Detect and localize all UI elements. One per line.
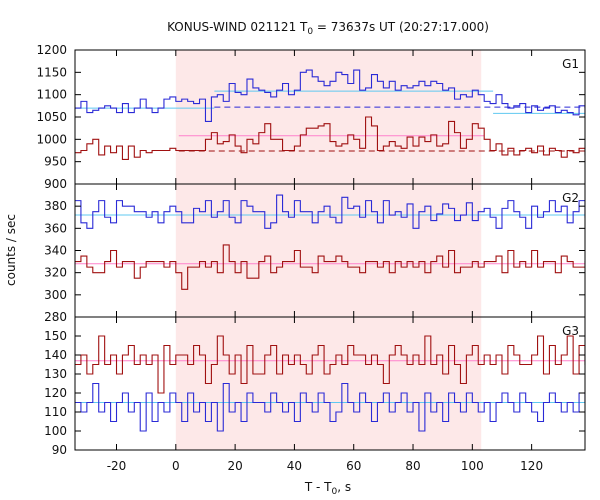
y-tick-label: 1150	[36, 65, 67, 79]
x-tick-label: 20	[227, 459, 242, 473]
x-axis-label: T - T0, s	[304, 480, 351, 497]
panel-label: G1	[562, 57, 579, 71]
y-tick-label: 110	[44, 405, 67, 419]
panel-g3: 90 100 110 120 130 140 150 G3	[44, 316, 586, 457]
chart-title: KONUS-WIND 021121 T0 = 73637s UT (20:27:…	[167, 20, 489, 37]
series-red-step	[75, 335, 585, 394]
series-blue-step	[75, 69, 585, 123]
y-tick-label: 300	[44, 288, 67, 302]
x-tick-label: 100	[461, 459, 484, 473]
y-tick-label: 1000	[36, 132, 67, 146]
series-red-step	[75, 116, 585, 160]
x-tick-label: 120	[520, 459, 543, 473]
x-tick-label: -20	[107, 459, 127, 473]
x-tick-label: 80	[405, 459, 420, 473]
x-tick-label: 60	[346, 459, 361, 473]
chart-title-rest: = 73637s UT (20:27:17.000)	[313, 20, 489, 34]
y-tick-label: 90	[52, 443, 67, 457]
chart-title-sub: 0	[307, 27, 313, 37]
y-tick-label: 340	[44, 244, 67, 258]
y-tick-label: 120	[44, 386, 67, 400]
series-blue-step	[75, 194, 585, 229]
y-axis-label: counts / sec	[4, 214, 18, 286]
chart-title-main: KONUS-WIND 021121 T	[167, 20, 308, 34]
y-tick-label: 140	[44, 348, 67, 362]
y-tick-label: 360	[44, 221, 67, 235]
y-tick-label: 900	[44, 177, 67, 191]
y-tick-label: 1100	[36, 88, 67, 102]
y-tick-label: 100	[44, 424, 67, 438]
y-tick-label: 380	[44, 199, 67, 213]
x-axis-label-rest: , s	[337, 480, 351, 494]
plot-area: 90095010001050110011501200G1280300320340…	[36, 43, 586, 473]
y-tick-label: 280	[44, 310, 67, 324]
y-tick-label: 320	[44, 266, 67, 280]
x-tick-label: 40	[287, 459, 302, 473]
panel-g1: 900 950 1000 1050 1100 1150 1200 G1	[36, 43, 586, 191]
series-blue-step	[75, 382, 585, 432]
y-tick-label: 130	[44, 367, 67, 381]
x-tick-label: 0	[172, 459, 180, 473]
panel-label: G3	[562, 324, 579, 338]
shaded-interval	[175, 50, 482, 450]
y-tick-label: 1200	[36, 43, 67, 57]
y-tick-label: 950	[44, 155, 67, 169]
panel-frame	[74, 316, 586, 451]
series-red-step	[75, 244, 585, 290]
x-axis-label-sub: 0	[332, 487, 338, 497]
y-tick-label: 150	[44, 329, 67, 343]
panel-g2: 280 300 320 340 360 380 G2	[44, 183, 586, 324]
x-axis-label-main: T - T	[304, 480, 332, 494]
panel-label: G2	[562, 191, 579, 205]
y-tick-label: 1050	[36, 110, 67, 124]
